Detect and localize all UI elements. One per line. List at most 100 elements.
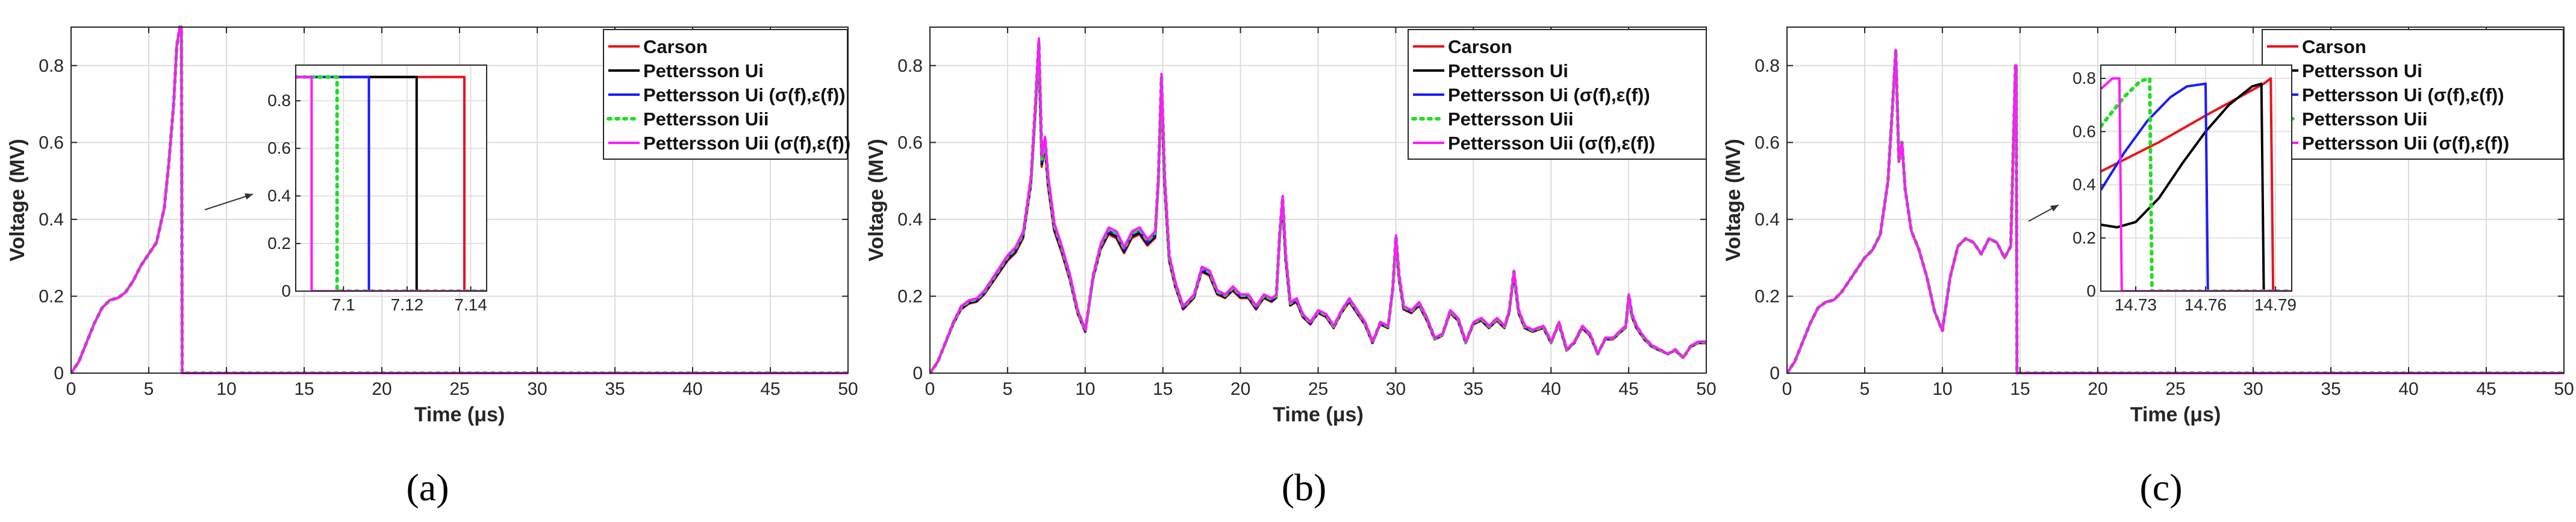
- y-axis-label: Voltage (MV): [1722, 139, 1745, 261]
- x-tick-label: 20: [1230, 379, 1250, 399]
- inset-x-tick-label: 7.14: [454, 295, 487, 314]
- y-tick-label: 0.6: [897, 133, 923, 153]
- x-tick-label: 35: [1464, 379, 1483, 399]
- inset-series-line: [296, 75, 487, 291]
- y-tick-label: 0.6: [39, 133, 64, 153]
- x-tick-label: 30: [1386, 379, 1406, 399]
- y-tick-label: 0.8: [897, 56, 923, 76]
- x-axis-label: Time (μs): [1273, 403, 1364, 426]
- y-tick-label: 0.2: [39, 286, 64, 306]
- x-tick-label: 50: [1696, 379, 1716, 399]
- panel-c: 0 5 10 15 20 25 30 35 40 45 50 0 0.2 0.4 0.6 0.8 Time (μ…: [1722, 27, 2574, 509]
- legend-label: Pettersson Ui: [1448, 60, 1568, 81]
- inset-series-line: [296, 75, 487, 291]
- legend-box: [603, 29, 848, 160]
- y-tick-label: 0.8: [1754, 56, 1780, 76]
- inset-y-tick-label: 0: [2086, 281, 2096, 300]
- inset-x-tick-label: 14.76: [2185, 295, 2227, 314]
- panel-caption: (b): [1282, 466, 1327, 509]
- legend-label: Carson: [643, 36, 708, 57]
- inset-y-tick-label: 0.2: [267, 234, 291, 253]
- x-tick-label: 35: [605, 379, 625, 399]
- inset-y-tick-label: 0.8: [2072, 69, 2096, 87]
- legend-label: Pettersson Ui (σ(f),ε(f)): [2302, 84, 2504, 105]
- legend-box: [1408, 29, 1707, 160]
- inset-series-line: [2101, 82, 2292, 291]
- legend-label: Pettersson Ui: [2302, 60, 2422, 81]
- inset-arrow-head: [245, 193, 253, 200]
- series-line-pettersson-uii-f-f-: [71, 26, 848, 374]
- y-tick-label: 0.2: [1754, 286, 1780, 306]
- x-tick-label: 40: [682, 379, 702, 399]
- x-tick-label: 0: [66, 379, 76, 399]
- legend-label: Carson: [2302, 36, 2366, 57]
- y-tick-label: 0: [912, 363, 923, 383]
- series-line-pettersson-uii-f-f-: [930, 37, 1706, 374]
- legend-label: Pettersson Uii (σ(f),ε(f)): [643, 133, 850, 154]
- x-tick-label: 45: [1618, 379, 1638, 399]
- x-tick-label: 10: [216, 379, 236, 399]
- inset-box: [295, 64, 487, 292]
- legend-label: Pettersson Ui (σ(f),ε(f)): [1448, 84, 1650, 105]
- x-tick-label: 15: [294, 379, 314, 399]
- legend-label: Pettersson Ui (σ(f),ε(f)): [643, 84, 846, 105]
- legend-label: Carson: [1448, 36, 1512, 57]
- y-tick-label: 0.4: [897, 210, 923, 230]
- inset-y-tick-label: 0.4: [2072, 175, 2096, 194]
- x-tick-label: 45: [2476, 379, 2496, 399]
- x-tick-label: 20: [2088, 379, 2107, 399]
- x-tick-label: 50: [2554, 379, 2574, 399]
- y-tick-label: 0.8: [39, 56, 64, 76]
- x-tick-label: 15: [1153, 379, 1173, 399]
- x-tick-label: 35: [2321, 379, 2341, 399]
- x-tick-label: 25: [1308, 379, 1328, 399]
- y-tick-label: 0.2: [897, 286, 923, 306]
- x-tick-label: 50: [838, 379, 858, 399]
- x-tick-label: 0: [1782, 379, 1792, 399]
- inset-y-tick-label: 0.4: [267, 186, 291, 205]
- legend-label: Pettersson Uii (σ(f),ε(f)): [1448, 133, 1655, 154]
- x-tick-label: 15: [2010, 379, 2030, 399]
- legend-box: [2262, 29, 2564, 160]
- y-tick-label: 0.6: [1754, 133, 1780, 153]
- inset-x-tick-label: 7.1: [332, 295, 355, 314]
- x-tick-label: 40: [1541, 379, 1561, 399]
- inset-y-tick-label: 0.6: [267, 139, 291, 157]
- x-tick-label: 25: [2165, 379, 2185, 399]
- inset-x-tick-label: 14.73: [2115, 295, 2157, 314]
- x-axis-label: Time (μs): [2130, 403, 2221, 426]
- x-tick-label: 5: [1003, 379, 1013, 399]
- inset-y-tick-label: 0: [281, 281, 291, 300]
- inset-arrow-head: [2050, 205, 2059, 212]
- inset-series-line: [296, 75, 487, 291]
- panel-a: 0 5 10 15 20 25 30 35 40 45 50 0 0.2 0.4 0.6 0.8 Time (μ…: [6, 25, 858, 509]
- legend-label: Pettersson Uii: [2302, 108, 2427, 130]
- inset-box: [2100, 64, 2292, 292]
- x-tick-label: 0: [925, 379, 935, 399]
- y-axis-label: Voltage (MV): [865, 139, 888, 261]
- y-tick-label: 0.4: [1754, 210, 1780, 230]
- legend-label: Pettersson Uii: [643, 108, 769, 130]
- x-tick-label: 20: [372, 379, 391, 399]
- series-line-pettersson-uii-f-f-: [1787, 49, 2564, 374]
- legend-label: Pettersson Uii (σ(f),ε(f)): [2302, 133, 2509, 154]
- y-tick-label: 0.4: [39, 210, 64, 230]
- x-tick-label: 30: [2243, 379, 2263, 399]
- x-tick-label: 40: [2398, 379, 2418, 399]
- inset-x-tick-label: 7.12: [391, 295, 424, 314]
- panel-b: 0 5 10 15 20 25 30 35 40 45 50 0 0.2 0.4 0.6 0.8 Time (μ…: [865, 27, 1717, 509]
- x-tick-label: 10: [1075, 379, 1095, 399]
- inset-y-tick-label: 0.8: [267, 91, 291, 110]
- inset-series-line: [2101, 77, 2292, 291]
- x-tick-label: 25: [449, 379, 469, 399]
- legend-label: Pettersson Ui: [643, 60, 764, 81]
- inset-y-tick-label: 0.2: [2072, 228, 2096, 247]
- inset-plot-area: [2101, 65, 2292, 291]
- x-tick-label: 10: [1932, 379, 1952, 399]
- inset-series-line: [2101, 77, 2292, 291]
- inset-plot-area: [296, 65, 487, 291]
- x-tick-label: 5: [144, 379, 154, 399]
- y-tick-label: 0: [1770, 363, 1780, 383]
- x-tick-label: 30: [527, 379, 547, 399]
